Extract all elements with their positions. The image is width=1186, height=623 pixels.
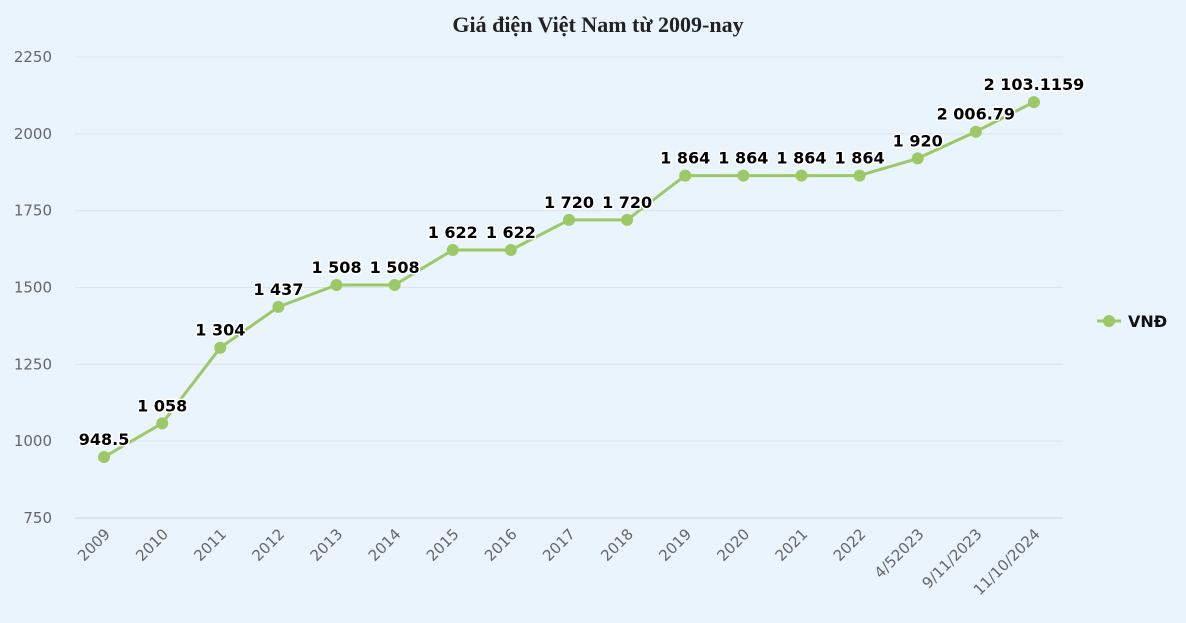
- series-line: [103, 100, 1035, 459]
- data-label: 1 508: [311, 258, 361, 277]
- data-label: 1 864: [835, 149, 885, 168]
- legend[interactable]: VNĐ: [1097, 312, 1167, 331]
- data-label: 2 006.79: [937, 105, 1015, 124]
- x-tick-label: 4/52023: [871, 525, 928, 582]
- data-label: 1 304: [195, 321, 245, 340]
- data-label: 1 508: [370, 258, 420, 277]
- data-point[interactable]: [853, 169, 866, 182]
- x-axis: 2009 2010 2011 2012 2013 2014 2015 2016 2017 2018…: [74, 525, 1044, 599]
- data-label: 1 920: [893, 131, 943, 150]
- data-point[interactable]: [563, 213, 575, 226]
- data-label: 1 058: [137, 396, 187, 415]
- x-tick-label: 2011: [190, 525, 230, 565]
- data-point[interactable]: [98, 450, 111, 463]
- data-point[interactable]: [156, 417, 169, 430]
- x-tick-label: 2018: [597, 525, 637, 565]
- data-label: 1 864: [718, 149, 768, 168]
- x-tick-label: 2020: [713, 525, 753, 565]
- data-point[interactable]: [330, 279, 343, 292]
- x-tick-label: 2016: [481, 525, 521, 565]
- data-label: 2 103.1159: [984, 75, 1085, 94]
- x-tick-label: 2012: [249, 525, 289, 565]
- data-point[interactable]: [388, 279, 401, 292]
- legend-marker: [1103, 315, 1115, 327]
- data-label: 1 720: [602, 193, 652, 212]
- x-tick-label: 2014: [365, 525, 405, 565]
- data-point[interactable]: [272, 300, 285, 313]
- data-point[interactable]: [911, 152, 924, 165]
- data-point[interactable]: [795, 169, 808, 182]
- y-tick-label: 2250: [14, 48, 52, 66]
- data-label: 1 864: [660, 149, 710, 168]
- legend-label: VNĐ: [1128, 312, 1167, 331]
- data-label: 1 622: [486, 223, 536, 242]
- data-label: 1 864: [776, 149, 826, 168]
- y-tick-label: 750: [23, 509, 52, 527]
- data-point[interactable]: [679, 169, 692, 182]
- data-label: 1 622: [428, 223, 478, 242]
- data-label: 948.5: [79, 430, 130, 449]
- x-tick-label: 2017: [539, 525, 579, 565]
- data-label: 1 437: [253, 280, 303, 299]
- y-tick-label: 1500: [14, 279, 52, 297]
- data-label: 1 720: [544, 193, 594, 212]
- x-tick-label: 2019: [655, 525, 695, 565]
- data-point[interactable]: [1027, 96, 1040, 109]
- data-point[interactable]: [446, 244, 459, 257]
- y-tick-label: 1250: [14, 355, 52, 373]
- x-tick-label: 2013: [307, 525, 347, 565]
- x-tick-label: 2010: [132, 525, 172, 565]
- data-point[interactable]: [504, 244, 517, 257]
- y-tick-label: 2000: [14, 125, 52, 143]
- y-axis: 750 1000 1250 1500 1750 2000 2250: [14, 48, 52, 527]
- data-point[interactable]: [214, 341, 227, 354]
- x-tick-label: 2021: [772, 525, 812, 565]
- x-tick-label: 2022: [830, 525, 870, 565]
- data-point[interactable]: [969, 125, 982, 138]
- data-labels: 948.5 1 058 1 304 1 437 1 508 1 508 1 622 1 622…: [77, 74, 1086, 451]
- y-tick-label: 1000: [14, 432, 52, 450]
- data-point[interactable]: [621, 213, 634, 226]
- data-points: [98, 96, 1040, 463]
- grid: [75, 56, 1063, 519]
- x-tick-label: 2015: [423, 525, 463, 565]
- x-tick-label: 2009: [74, 525, 114, 565]
- y-tick-label: 1750: [14, 202, 52, 220]
- data-point[interactable]: [737, 169, 750, 182]
- chart-title: Giá điện Việt Nam từ 2009-nay: [452, 12, 743, 37]
